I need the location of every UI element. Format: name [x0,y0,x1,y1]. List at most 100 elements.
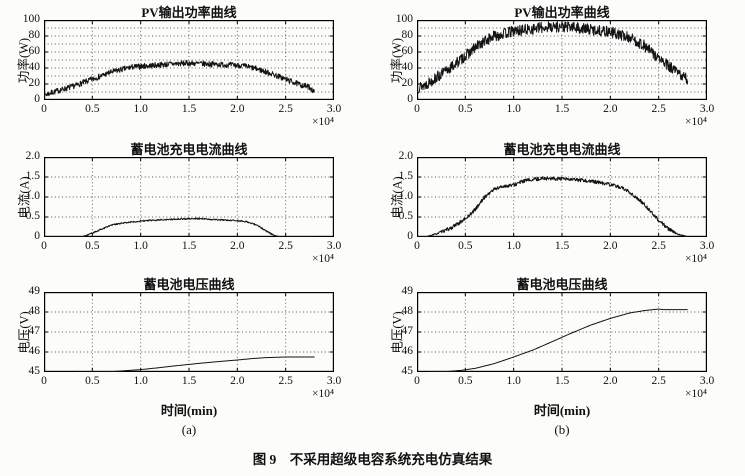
ytick-label: 80 [28,29,41,41]
x-scale-label: ×10⁴ [312,116,334,128]
xtick-label: 2.5 [278,240,293,252]
xtick-label: 0.5 [85,103,100,115]
subplot-pv-power-b: PV输出功率曲线 功率(W) 0 20 40 60 80 100 0 0.5 1.0 1.5 2.0 2.… [381,2,737,138]
x-scale-label: ×10⁴ [312,253,334,265]
battery-voltage-b-sublabel: (b) [554,422,570,437]
ytick-label: 46 [401,345,414,357]
ytick-label: 20 [401,77,414,89]
battery-voltage-b-plot-area [417,292,707,372]
battery-current-a-title: 蓄电池充电电流曲线 [130,142,248,157]
xtick-label: 1.0 [506,240,521,252]
battery-voltage-a-frame [44,292,334,372]
xtick-label: 3.0 [326,103,342,115]
ytick-label: 48 [28,305,41,317]
ytick-label: 0 [34,93,40,105]
battery-voltage-b-title: 蓄电池电压曲线 [516,277,608,292]
ytick-label: 47 [401,325,414,337]
ytick-label: 49 [28,285,41,297]
pv-power-a-title: PV输出功率曲线 [141,5,237,20]
pv-power-b-frame [417,20,707,100]
xtick-label: 2.5 [278,103,293,115]
ytick-label: 1.0 [25,190,40,202]
ytick-label: 45 [28,365,41,377]
pv-power-a-frame [44,20,334,100]
xtick-label: 0 [41,103,47,115]
xtick-label: 2.5 [278,375,293,387]
ytick-label: 49 [401,285,414,297]
ytick-label: 0.5 [25,210,40,222]
ytick-label: 0.5 [398,210,413,222]
ytick-label: 47 [28,325,41,337]
battery-voltage-a-plot-area [44,292,334,372]
battery-voltage-b-frame [417,292,707,372]
battery-voltage-a-title: 蓄电池电压曲线 [143,277,235,292]
xtick-label: 3.0 [326,240,342,252]
subplot-battery-current-a: 蓄电池充电电流曲线 电流(A) 0 0.5 1.0 1.5 2.0 0 0.5 1.0 1.5 2.0… [8,139,364,275]
ytick-label: 40 [28,61,41,73]
xtick-label: 2.0 [230,375,245,387]
ytick-label: 0 [407,93,413,105]
ytick-label: 45 [401,365,414,377]
figure-caption: 图 9 不采用超级电容系统充电仿真结果 [252,452,493,467]
ytick-label: 60 [28,45,41,57]
xtick-label: 0.5 [458,240,473,252]
x-scale-label: ×10⁴ [685,116,707,128]
ytick-label: 40 [401,61,414,73]
subplot-battery-voltage-a: 蓄电池电压曲线 电压(V) 45 46 47 48 49 0 0.5 1.0 1.5 2.0 2.5 3.… [8,274,364,446]
ytick-label: 100 [22,13,40,25]
x-scale-label: ×10⁴ [312,388,334,400]
ytick-label: 48 [401,305,414,317]
pv-power-a-plot-area [44,20,334,100]
battery-current-b-plot-area [417,157,707,237]
battery-current-b-title: 蓄电池充电电流曲线 [503,142,621,157]
xtick-label: 2.5 [651,375,666,387]
xtick-label: 1.0 [133,103,148,115]
subplot-battery-voltage-b: 蓄电池电压曲线 电压(V) 45 46 47 48 49 0 0.5 1.0 1.5 2.0 2.5 3.… [381,274,737,446]
ytick-label: 1.5 [398,170,413,182]
ytick-label: 0 [407,230,413,242]
ytick-label: 80 [401,29,414,41]
xtick-label: 3.0 [699,375,715,387]
xtick-label: 2.0 [603,103,618,115]
xtick-label: 1.0 [506,375,521,387]
xtick-label: 2.5 [651,240,666,252]
subplot-pv-power-a: PV输出功率曲线 功率(W) 0 20 40 60 80 100 0 0.5 1.0 1.5 2.0 2.… [8,2,364,138]
xtick-label: 2.0 [230,103,245,115]
ytick-label: 100 [395,13,413,25]
battery-voltage-b-curve [426,308,688,372]
xtick-label: 1.5 [554,240,570,252]
ytick-label: 2.0 [398,150,413,162]
battery-voltage-b-xlabel: 时间(min) [533,403,591,418]
xtick-label: 1.0 [506,103,521,115]
pv-power-b-title: PV输出功率曲线 [514,5,610,20]
x-scale-label: ×10⁴ [685,388,707,400]
xtick-label: 1.5 [554,103,570,115]
pv-power-b-curve [417,21,689,94]
xtick-label: 0 [41,240,47,252]
battery-current-a-curve [44,217,315,237]
xtick-label: 0 [414,375,420,387]
pv-power-b-plot-area [417,20,707,100]
xtick-label: 0.5 [458,375,473,387]
ytick-label: 20 [28,77,41,89]
xtick-label: 1.5 [554,375,570,387]
xtick-label: 2.5 [651,103,666,115]
subplot-battery-current-b: 蓄电池充电电流曲线 电流(A) 0 0.5 1.0 1.5 2.0 0 0.5 1.0 1.5 2.0… [381,139,737,275]
xtick-label: 1.5 [181,375,197,387]
xtick-label: 1.5 [181,240,197,252]
battery-current-a-plot-area [44,157,334,237]
battery-voltage-a-curve [77,356,315,372]
ytick-label: 1.0 [398,190,413,202]
xtick-label: 2.0 [603,375,618,387]
pv-power-a-curve [44,60,315,99]
xtick-label: 0 [414,103,420,115]
xtick-label: 3.0 [699,103,715,115]
xtick-label: 0.5 [458,103,473,115]
battery-voltage-a-sublabel: (a) [181,422,197,437]
battery-current-a-frame [44,157,334,237]
battery-voltage-a-xlabel: 时间(min) [160,403,218,418]
xtick-label: 0 [414,240,420,252]
xtick-label: 0 [41,375,47,387]
battery-current-b-frame [417,157,707,237]
